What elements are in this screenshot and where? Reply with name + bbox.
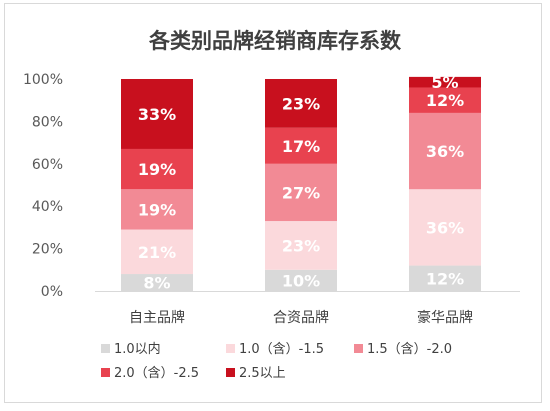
data-label: 27% [282,183,320,202]
data-label: 36% [426,142,464,161]
legend: 1.0以内 1.0（含）-1.5 1.5（含）-2.0 2.0（含）-2.5 2.5以上 [101,341,452,381]
bar-segment [121,274,193,291]
bars-group: 8% 21% 19% 19% 33% 10% 23% 27% 17% 23% 12% 36% 36% 12… [121,73,481,293]
bar-segment [121,229,193,275]
bar-segment [409,265,481,291]
data-label: 17% [282,137,320,156]
y-tick-label: 80% [32,114,63,130]
y-tick-label: 100% [23,72,63,88]
bar-segment [121,79,193,149]
x-category-label: 合资品牌 [273,309,329,326]
data-label: 12% [426,91,464,110]
data-label: 23% [282,236,320,255]
legend-item: 2.5以上 [226,366,286,381]
y-tick-label: 60% [32,157,63,173]
bar-stack: 12%36%36%12%5% [409,73,481,291]
x-category-label: 自主品牌 [129,309,185,326]
legend-item: 2.0（含）-2.5 [101,365,199,381]
data-label: 21% [138,243,176,262]
legend-swatch [226,344,235,353]
data-label: 19% [138,160,176,179]
legend-label: 2.0（含）-2.5 [114,365,199,381]
data-label: 8% [143,274,170,293]
bar-segment [409,87,481,113]
y-tick-label: 20% [32,242,63,258]
x-axis: 自主品牌 合资品牌 豪华品牌 [95,291,520,326]
bar-segment [265,221,337,270]
data-label: 10% [282,271,320,290]
data-label: 19% [138,200,176,219]
bar-segment [121,148,193,190]
data-label: 5% [431,73,458,92]
bar-segment [409,76,481,88]
data-label: 33% [138,105,176,124]
legend-label: 1.0以内 [114,341,161,357]
legend-label: 1.0（含）-1.5 [239,341,324,357]
legend-item: 1.0以内 [101,341,161,357]
bar-segment [121,189,193,230]
legend-swatch [101,368,110,377]
y-axis: 0% 20% 40% 60% 80% 100% [23,72,63,300]
legend-swatch [101,344,110,353]
legend-label: 2.5以上 [239,366,286,381]
bar-segment [409,112,481,190]
legend-item: 1.0（含）-1.5 [226,341,324,357]
bar-stack: 10% 23% 27% 17% 23% [265,79,337,291]
legend-label: 1.5（含）-2.0 [367,341,452,357]
y-tick-label: 40% [32,199,63,215]
legend-swatch [354,344,363,353]
data-label: 36% [426,218,464,237]
legend-swatch [226,368,235,377]
bar-segment [265,163,337,222]
data-label: 12% [426,269,464,288]
legend-item: 1.5（含）-2.0 [354,341,452,357]
data-label: 23% [282,94,320,113]
bar-stack: 8% 21% 19% 19% 33% [121,79,193,293]
x-category-label: 豪华品牌 [417,309,473,326]
bar-segment [409,189,481,266]
bar-segment [265,269,337,291]
y-tick-label: 0% [41,284,63,300]
bar-segment [265,79,337,128]
bar-segment [265,127,337,164]
chart-title: 各类别品牌经销商库存系数 [148,29,402,53]
